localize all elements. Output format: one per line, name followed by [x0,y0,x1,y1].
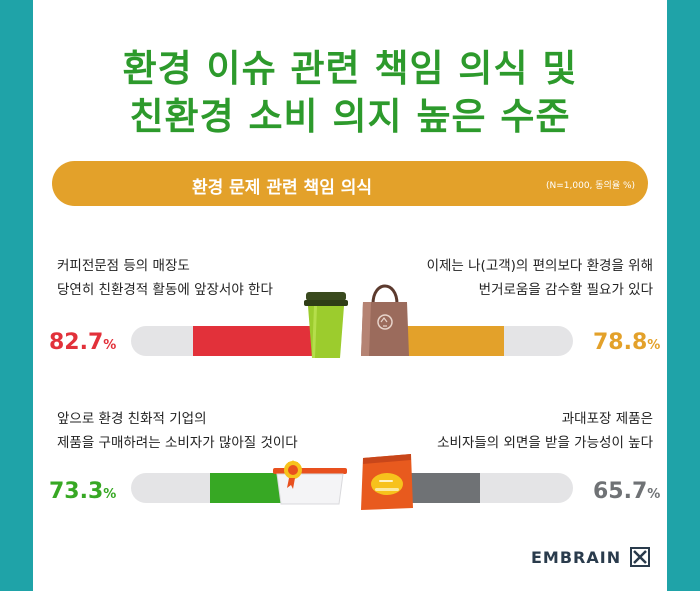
statement-2-line-2: 번거로움을 감수할 필요가 있다 [478,282,653,298]
headline-line-2: 친환경 소비 의지 높은 수준 [129,95,571,138]
statement-3-line-2: 제품을 구매하려는 소비자가 많아질 것이다 [57,435,298,451]
section-banner: 환경 문제 관련 책임 의식 (N=1,000, 동의율 %) [52,161,648,206]
embrain-logo: EMBRAIN [531,548,622,567]
statement-2: 이제는 나(고객)의 편의보다 환경을 위해 번거로움을 감수할 필요가 있다 [363,254,653,302]
statement-4-line-2: 소비자들의 외면을 받을 가능성이 높다 [437,435,653,451]
sample-note: (N=1,000, 동의율 %) [546,181,636,191]
coffee-cup-icon [304,292,348,358]
value-label-1: 82.7% [49,330,117,355]
headline-line-1: 환경 이슈 관련 책임 의식 및 [122,47,578,90]
statement-3: 앞으로 환경 친화적 기업의 제품을 구매하려는 소비자가 많아질 것이다 [57,407,298,455]
value-label-4: 65.7% [593,479,661,504]
eco-bag-icon [361,284,409,356]
banner-title: 환경 문제 관련 책임 의식 [191,178,373,198]
statement-1-line-2: 당연히 친환경적 활동에 앞장서야 한다 [57,282,273,298]
embrain-logo-mark [630,547,650,567]
packaged-snack-icon [361,454,413,510]
value-label-2: 78.8% [593,330,661,355]
infographic-panel: 환경 이슈 관련 책임 의식 및 친환경 소비 의지 높은 수준 환경 문제 관… [33,0,667,591]
statement-4-line-1: 과대포장 제품은 [561,411,653,427]
value-label-3: 73.3% [49,479,117,504]
certified-container-icon [273,460,347,505]
statement-2-line-1: 이제는 나(고객)의 편의보다 환경을 위해 [426,258,653,274]
statement-1-line-1: 커피전문점 등의 매장도 [57,258,190,274]
statement-4: 과대포장 제품은 소비자들의 외면을 받을 가능성이 높다 [363,407,653,455]
statement-1: 커피전문점 등의 매장도 당연히 친환경적 활동에 앞장서야 한다 [57,254,273,302]
statement-3-line-1: 앞으로 환경 친화적 기업의 [57,411,207,427]
